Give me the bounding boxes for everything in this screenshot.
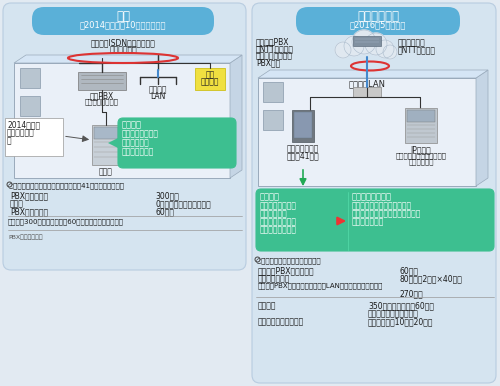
- FancyBboxPatch shape: [252, 3, 496, 383]
- Text: PBXの初期費用: PBXの初期費用: [10, 191, 48, 200]
- FancyBboxPatch shape: [3, 3, 246, 270]
- Text: ホテル内: ホテル内: [149, 85, 167, 94]
- Text: 現行システム: 現行システム: [357, 10, 399, 23]
- Text: （客室からの外線: （客室からの外線: [260, 217, 297, 226]
- Text: （NTT東日本の: （NTT東日本の: [256, 44, 294, 53]
- Text: PBX年間保守費: PBX年間保守費: [10, 207, 48, 216]
- Text: 客室からの外線: 客室からの外線: [122, 147, 154, 156]
- Text: 0円（買い替えずに利用）: 0円（買い替えずに利用）: [155, 199, 211, 208]
- Text: 光回線やISDN回線など通信: 光回線やISDN回線など通信: [90, 38, 156, 47]
- Text: 客室間の内線: 客室間の内線: [122, 138, 150, 147]
- Circle shape: [383, 45, 397, 59]
- Text: ルームサービスの案内・注文機能: ルームサービスの案内・注文機能: [352, 209, 422, 218]
- Bar: [78, 72, 126, 90]
- Circle shape: [376, 40, 394, 58]
- FancyBboxPatch shape: [118, 118, 236, 168]
- Text: フロントとの通話: フロントとの通話: [122, 129, 159, 138]
- Bar: [258, 78, 476, 186]
- Polygon shape: [476, 70, 488, 186]
- Text: 電話機: 電話機: [10, 199, 24, 208]
- Text: 観光情報の提供: 観光情報の提供: [352, 217, 384, 226]
- FancyBboxPatch shape: [296, 7, 460, 35]
- Text: ○従来型で刷新する費用の概算（客室41室＋その他施設）: ○従来型で刷新する費用の概算（客室41室＋その他施設）: [8, 182, 125, 189]
- Polygon shape: [230, 55, 242, 178]
- Text: 回線見直しによる削減: 回線見直しによる削減: [258, 317, 304, 326]
- Text: 初期費用: 初期費用: [258, 301, 276, 310]
- Text: 故障でトラブ: 故障でトラブ: [7, 128, 35, 137]
- Text: （2016年5月以降）: （2016年5月以降）: [350, 20, 406, 29]
- Bar: [353, 36, 381, 46]
- Bar: [294, 112, 312, 138]
- Text: 従来: 従来: [116, 10, 130, 23]
- Text: ホテル内LAN: ホテル内LAN: [348, 79, 386, 88]
- Text: 「ひかりクラウド: 「ひかりクラウド: [256, 51, 293, 60]
- Bar: [263, 110, 283, 130]
- Text: フロントとの通話: フロントとの通話: [260, 201, 297, 210]
- Text: 予定する機能拡張: 予定する機能拡張: [352, 192, 392, 201]
- Text: 客室間の内線: 客室間の内線: [260, 209, 288, 218]
- Circle shape: [344, 36, 364, 56]
- Bar: [405, 108, 437, 143]
- Text: IP電話機: IP電話機: [410, 145, 432, 154]
- Text: カラオケ: カラオケ: [201, 77, 219, 86]
- Circle shape: [365, 33, 387, 55]
- Text: 発信機能は廃止）: 発信機能は廃止）: [260, 225, 297, 234]
- Text: （2014年まで、10年以上使用）: （2014年まで、10年以上使用）: [80, 20, 166, 29]
- Bar: [5, 118, 63, 156]
- Text: PBX：構内交換機: PBX：構内交換機: [8, 234, 42, 240]
- Text: クラウドPBXの導入・工事費用（LAN工事・ルーターなど）: クラウドPBXの導入・工事費用（LAN工事・ルーターなど）: [258, 282, 384, 289]
- Bar: [195, 68, 225, 90]
- Text: （客室41室）: （客室41室）: [286, 151, 320, 160]
- Text: 電話機: 電話機: [99, 167, 113, 176]
- Bar: [94, 127, 118, 139]
- Text: PBX」）: PBX」）: [256, 58, 280, 67]
- Text: （国産メーカー）: （国産メーカー）: [85, 98, 119, 105]
- Bar: [20, 68, 40, 88]
- Polygon shape: [108, 138, 118, 148]
- FancyBboxPatch shape: [32, 7, 214, 35]
- Text: クラウドPBX: クラウドPBX: [256, 37, 290, 46]
- Bar: [407, 110, 435, 122]
- Text: 年間マイナス10万～20万円: 年間マイナス10万～20万円: [368, 317, 434, 326]
- Text: タブレット端末: タブレット端末: [258, 274, 290, 283]
- Bar: [292, 110, 314, 142]
- Text: ○現行システムの導入費用の概算: ○現行システムの導入費用の概算: [256, 257, 322, 264]
- Text: 80万円（2万円×40台）: 80万円（2万円×40台）: [400, 274, 463, 283]
- Text: ホールなど）: ホールなど）: [408, 158, 434, 164]
- Text: 通信: 通信: [206, 70, 214, 79]
- Text: 光回線に集約: 光回線に集約: [398, 38, 426, 47]
- Text: 契約が複数化: 契約が複数化: [109, 45, 137, 54]
- Text: （フロント、エレベーター: （フロント、エレベーター: [396, 152, 446, 159]
- Text: 270万円: 270万円: [400, 289, 424, 298]
- Bar: [92, 125, 120, 165]
- Bar: [14, 63, 230, 178]
- Text: クラウドPBXの年間費用: クラウドPBXの年間費用: [258, 266, 314, 275]
- Text: LAN: LAN: [150, 92, 166, 101]
- Text: 主な機能: 主な機能: [122, 120, 142, 129]
- Circle shape: [352, 30, 376, 54]
- Text: 60万円: 60万円: [155, 207, 174, 216]
- Text: ル: ル: [7, 136, 12, 145]
- Text: 初期費用300万円＋年間費用60万円（故障時は別対応）: 初期費用300万円＋年間費用60万円（故障時は別対応）: [8, 218, 124, 225]
- Text: 60万円: 60万円: [400, 266, 419, 275]
- Text: 主な機能: 主な機能: [260, 192, 280, 201]
- Text: （NTT東日本）: （NTT東日本）: [398, 45, 436, 54]
- Text: 自営PBX: 自営PBX: [90, 91, 114, 100]
- Text: 300万円: 300万円: [155, 191, 179, 200]
- Text: ホテルのサービス、施設案内: ホテルのサービス、施設案内: [352, 201, 412, 210]
- Bar: [263, 82, 283, 102]
- Circle shape: [335, 42, 351, 58]
- Text: 2014年末に: 2014年末に: [7, 120, 40, 129]
- FancyBboxPatch shape: [256, 189, 494, 251]
- Bar: [353, 87, 381, 97]
- Polygon shape: [258, 70, 488, 78]
- Text: タブレット端末: タブレット端末: [287, 144, 319, 153]
- Bar: [20, 96, 40, 116]
- Text: （故障対応も原則含む）: （故障対応も原則含む）: [368, 309, 419, 318]
- Polygon shape: [14, 55, 242, 63]
- Text: 350万円＋年間費用60万円: 350万円＋年間費用60万円: [368, 301, 434, 310]
